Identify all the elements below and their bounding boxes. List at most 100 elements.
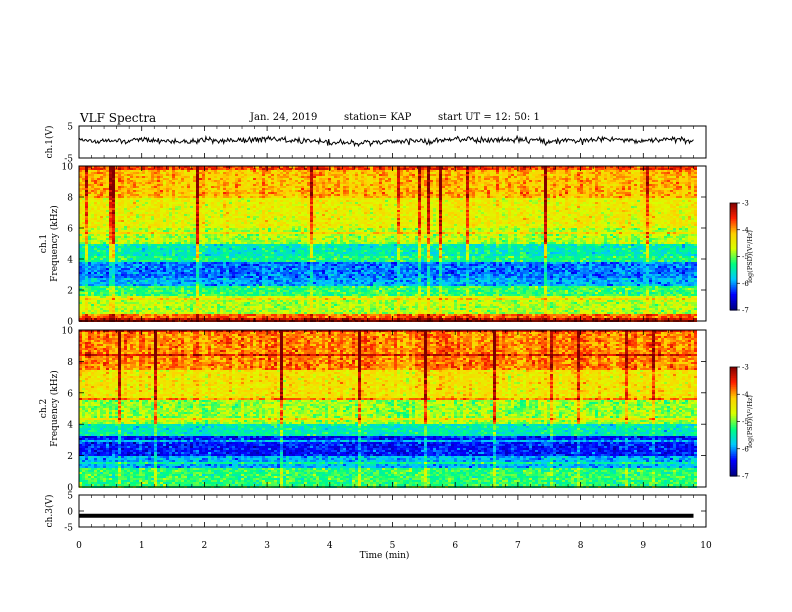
spectrogram-cell — [196, 180, 199, 182]
spectrogram-cell — [238, 186, 241, 188]
spectrogram-cell — [439, 204, 442, 206]
spectrogram-cell — [355, 166, 358, 168]
spectrogram-cell — [133, 182, 136, 184]
spectrogram-cell — [484, 174, 487, 176]
spectrogram-cell — [691, 178, 694, 180]
spectrogram-cell — [106, 174, 109, 176]
spectrogram-cell — [601, 186, 604, 188]
spectrogram-cell — [307, 188, 310, 190]
spectrogram-cell — [223, 212, 226, 214]
spectrogram-cell — [211, 170, 214, 172]
spectrogram-cell — [682, 174, 685, 176]
spectrogram-cell — [400, 198, 403, 200]
spectrogram-cell — [580, 170, 583, 172]
spectrogram-cell — [640, 190, 643, 192]
spectrogram-cell — [385, 208, 388, 210]
spectrogram-cell — [301, 168, 304, 170]
spectrogram-cell — [223, 204, 226, 206]
spectrogram-cell — [322, 172, 325, 174]
spectrogram-cell — [460, 176, 463, 178]
spectrogram-cell — [226, 180, 229, 182]
spectrogram-cell — [190, 170, 193, 172]
spectrogram-cell — [109, 180, 112, 182]
spectrogram-cell — [100, 190, 103, 192]
spectrogram-cell — [175, 188, 178, 190]
spectrogram-cell — [262, 194, 265, 196]
spectrogram-cell — [577, 198, 580, 200]
spectrogram-cell — [199, 180, 202, 182]
spectrogram-cell — [607, 174, 610, 176]
spectrogram-cell — [607, 210, 610, 212]
spectrogram-cell — [460, 196, 463, 198]
spectrogram-cell — [463, 182, 466, 184]
spectrogram-cell — [559, 202, 562, 204]
spectrogram-cell — [583, 192, 586, 194]
spectrogram-cell — [274, 172, 277, 174]
spectrogram-cell — [226, 194, 229, 196]
spectrogram-cell — [388, 168, 391, 170]
spectrogram-cell — [607, 186, 610, 188]
spectrogram-cell — [346, 182, 349, 184]
spectrogram-cell — [412, 186, 415, 188]
spectrogram-cell — [82, 210, 85, 212]
spectrogram-cell — [247, 190, 250, 192]
spectrogram-cell — [109, 188, 112, 190]
spectrogram-cell — [259, 182, 262, 184]
spectrogram-cell — [400, 172, 403, 174]
spectrogram-cell — [88, 178, 91, 180]
spectrogram-cell — [322, 166, 325, 168]
spectrogram-cell — [160, 174, 163, 176]
spectrogram-cell — [136, 212, 139, 214]
spectrogram-cell — [115, 206, 118, 208]
spectrogram-cell — [562, 204, 565, 206]
spectrogram-cell — [433, 168, 436, 170]
spectrogram-cell — [505, 192, 508, 194]
spectrogram-cell — [223, 170, 226, 172]
spectrogram-cell — [208, 188, 211, 190]
spectrogram-cell — [475, 206, 478, 208]
spectrogram-cell — [145, 178, 148, 180]
spectrogram-cell — [616, 190, 619, 192]
spectrogram-cell — [97, 188, 100, 190]
spectrogram-cell — [358, 206, 361, 208]
spectrogram-cell — [637, 196, 640, 198]
spectrogram-cell — [640, 204, 643, 206]
spectrogram-cell — [409, 168, 412, 170]
spectrogram-cell — [202, 196, 205, 198]
spectrogram-cell — [118, 172, 121, 174]
spectrogram-cell — [469, 178, 472, 180]
spectrogram-cell — [214, 170, 217, 172]
spectrogram-cell — [478, 196, 481, 198]
spectrogram-cell — [376, 208, 379, 210]
spectrogram-cell — [436, 168, 439, 170]
spectrogram-cell — [208, 204, 211, 206]
spectrogram-cell — [496, 200, 499, 202]
spectrogram-cell — [601, 208, 604, 210]
spectrogram-cell — [481, 168, 484, 170]
spectrogram-cell — [343, 204, 346, 206]
spectrogram-cell — [439, 180, 442, 182]
spectrogram-cell — [685, 176, 688, 178]
spectrogram-cell — [160, 168, 163, 170]
spectrogram-cell — [181, 182, 184, 184]
spectrogram-cell — [154, 188, 157, 190]
spectrogram-cell — [277, 190, 280, 192]
spectrogram-cell — [403, 184, 406, 186]
spectrogram-cell — [133, 200, 136, 202]
spectrogram-cell — [133, 194, 136, 196]
spectrogram-cell — [325, 204, 328, 206]
spectrogram-cell — [373, 180, 376, 182]
spectrogram-cell — [652, 178, 655, 180]
spectrogram-cell — [622, 196, 625, 198]
spectrogram-cell — [130, 174, 133, 176]
spectrogram-cell — [286, 174, 289, 176]
spectrogram-cell — [406, 184, 409, 186]
spectrogram-cell — [130, 168, 133, 170]
spectrogram-cell — [625, 178, 628, 180]
spectrogram-cell — [346, 196, 349, 198]
spectrogram-cell — [400, 188, 403, 190]
spectrogram-cell — [523, 194, 526, 196]
spectrogram-cell — [103, 208, 106, 210]
spectrogram-cell — [442, 192, 445, 194]
spectrogram-cell — [505, 180, 508, 182]
